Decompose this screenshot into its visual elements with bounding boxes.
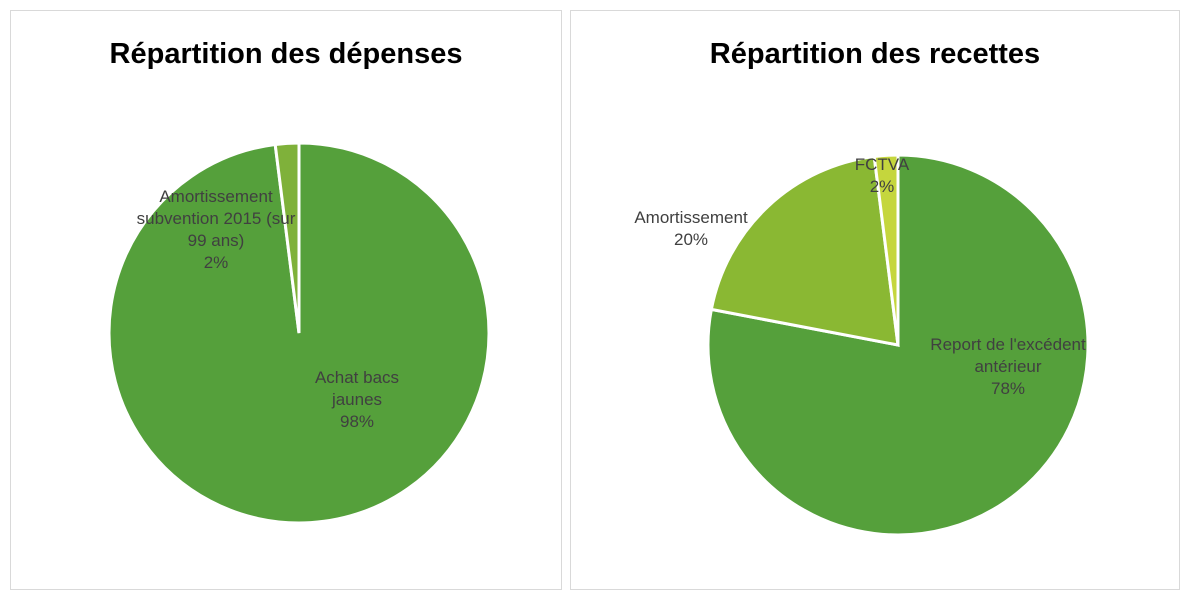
value-label: 2% [203, 253, 229, 272]
data-label: Achat bacs jaunes 98% [302, 367, 412, 433]
category-label: Report de l'excédent antérieur [930, 335, 1086, 376]
chart-title: Répartition des recettes [709, 38, 1041, 70]
category-label: Achat bacs jaunes [314, 368, 400, 409]
pie-slice [709, 154, 900, 347]
value-label: 20% [673, 230, 709, 249]
value-label: 78% [990, 379, 1026, 398]
data-label: FCTVA 2% [847, 154, 917, 198]
data-label: Amortissement 20% [606, 207, 776, 251]
category-label: Amortissement subvention 2015 (sur 99 an… [136, 187, 296, 250]
pie-slice [273, 141, 301, 334]
category-label: FCTVA [854, 155, 910, 174]
chart-title: Répartition des dépenses [109, 38, 463, 70]
pie-slice [706, 153, 1090, 537]
category-label: Amortissement [634, 208, 748, 227]
value-label: 2% [869, 177, 895, 196]
data-label: Amortissement subvention 2015 (sur 99 an… [126, 186, 306, 274]
data-label: Report de l'excédent antérieur 78% [898, 334, 1118, 400]
value-label: 98% [339, 412, 375, 431]
pie-slice [872, 153, 900, 346]
